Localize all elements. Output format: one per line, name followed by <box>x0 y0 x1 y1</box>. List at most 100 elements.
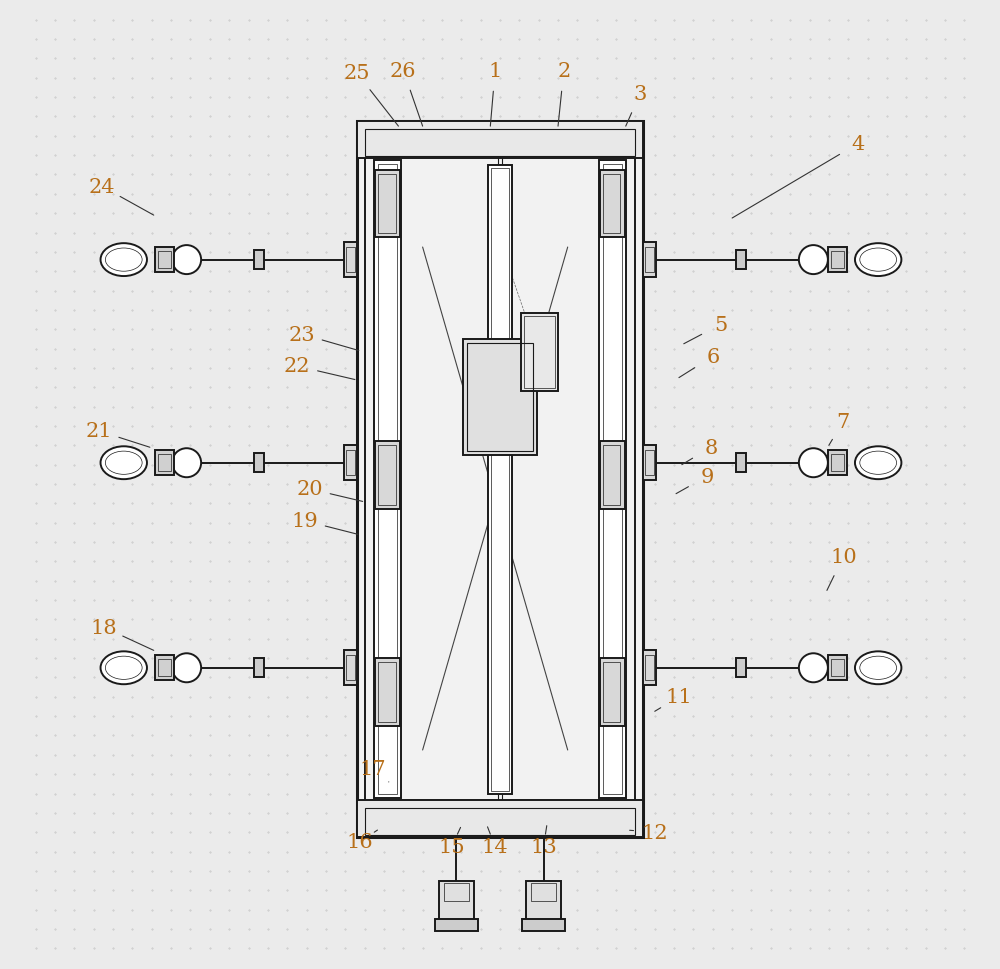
Text: 15: 15 <box>438 837 465 857</box>
Bar <box>603 446 620 505</box>
Bar <box>463 339 537 455</box>
Ellipse shape <box>855 652 901 684</box>
Bar <box>435 920 478 931</box>
Text: 3: 3 <box>634 84 647 104</box>
Bar <box>526 881 561 927</box>
Bar <box>603 174 620 234</box>
Bar <box>524 317 555 389</box>
Bar <box>344 243 357 278</box>
Bar <box>344 446 357 481</box>
Bar <box>600 442 625 509</box>
Text: 25: 25 <box>344 64 370 83</box>
Circle shape <box>172 449 201 478</box>
Bar <box>643 243 656 278</box>
Bar <box>158 454 171 472</box>
Bar <box>365 130 635 157</box>
Bar <box>357 122 643 159</box>
Bar <box>357 122 643 837</box>
Bar <box>600 171 625 238</box>
Bar <box>155 451 174 476</box>
Bar <box>375 658 400 726</box>
Text: 9: 9 <box>700 467 714 486</box>
Bar <box>603 662 620 722</box>
Bar <box>365 808 635 835</box>
Bar <box>158 252 171 269</box>
Text: 4: 4 <box>851 135 864 154</box>
Text: 1: 1 <box>488 61 502 80</box>
Text: 11: 11 <box>666 688 692 706</box>
Bar <box>357 800 643 837</box>
Bar <box>522 920 565 931</box>
Bar <box>491 169 509 791</box>
Bar <box>831 454 844 472</box>
Text: 6: 6 <box>706 348 719 366</box>
Ellipse shape <box>101 652 147 684</box>
Text: 8: 8 <box>704 438 717 457</box>
Bar <box>375 442 400 509</box>
Bar <box>643 651 656 685</box>
Bar <box>828 451 847 476</box>
Bar <box>365 130 635 829</box>
Bar <box>488 166 512 794</box>
Text: 5: 5 <box>714 316 727 334</box>
Bar <box>828 655 847 680</box>
Text: 19: 19 <box>291 512 318 531</box>
Circle shape <box>799 449 828 478</box>
Bar <box>736 658 746 677</box>
Bar <box>375 171 400 238</box>
Text: 7: 7 <box>837 412 850 431</box>
Bar <box>378 174 396 234</box>
Bar <box>467 343 533 452</box>
Bar <box>831 252 844 269</box>
Bar <box>158 659 171 676</box>
Bar <box>643 446 656 481</box>
Circle shape <box>799 246 828 275</box>
Ellipse shape <box>855 447 901 480</box>
Bar <box>374 161 401 798</box>
Text: 22: 22 <box>284 358 310 376</box>
Text: 23: 23 <box>288 326 315 344</box>
Bar <box>439 881 474 927</box>
Bar <box>254 453 264 473</box>
Bar <box>828 248 847 273</box>
Circle shape <box>799 653 828 682</box>
Bar <box>378 662 396 722</box>
Bar <box>645 655 654 680</box>
Text: 10: 10 <box>830 547 857 567</box>
Text: 16: 16 <box>346 832 373 852</box>
Bar <box>155 248 174 273</box>
Bar <box>521 314 558 391</box>
Bar <box>346 451 355 476</box>
Text: 17: 17 <box>359 759 386 778</box>
Circle shape <box>172 246 201 275</box>
Ellipse shape <box>101 447 147 480</box>
Bar <box>736 251 746 270</box>
Ellipse shape <box>101 244 147 277</box>
Text: 14: 14 <box>482 837 508 857</box>
Bar <box>346 248 355 273</box>
Bar <box>346 655 355 680</box>
Bar <box>600 658 625 726</box>
Bar <box>599 161 626 798</box>
Bar <box>378 446 396 505</box>
Bar <box>831 659 844 676</box>
Bar <box>603 165 622 795</box>
Text: 26: 26 <box>390 61 417 80</box>
Bar <box>736 453 746 473</box>
Text: 2: 2 <box>557 61 570 80</box>
Text: 12: 12 <box>641 823 668 842</box>
Bar <box>344 651 357 685</box>
Bar <box>645 248 654 273</box>
Text: 18: 18 <box>90 618 117 637</box>
Bar <box>444 884 469 901</box>
Text: 20: 20 <box>296 480 323 499</box>
Bar <box>155 655 174 680</box>
Ellipse shape <box>855 244 901 277</box>
Circle shape <box>172 653 201 682</box>
Bar <box>645 451 654 476</box>
Text: 21: 21 <box>85 422 112 441</box>
Bar <box>531 884 556 901</box>
Bar <box>378 165 397 795</box>
Bar <box>254 658 264 677</box>
Text: 13: 13 <box>530 837 557 857</box>
